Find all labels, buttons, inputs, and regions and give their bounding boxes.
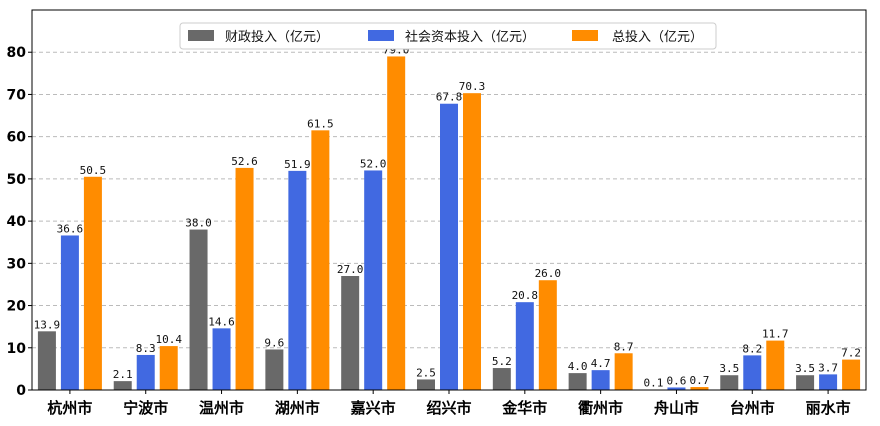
bar-value-label: 3.5 [719,362,739,375]
bar-value-label: 52.6 [231,155,258,168]
bar-total [387,56,405,390]
x-tick-label: 丽水市 [806,399,851,417]
bar-value-label: 9.6 [264,336,284,349]
y-tick-label: 50 [7,172,27,188]
bar-total [463,93,481,390]
bar-total [311,130,329,390]
y-tick-label: 60 [7,130,27,146]
bar-value-label: 2.1 [113,368,133,381]
bar-fiscal [190,230,208,390]
bar-value-label: 0.1 [644,377,664,390]
bar-fiscal [493,368,511,390]
bar-value-label: 5.2 [492,355,512,368]
bar-value-label: 3.7 [818,361,838,374]
legend-label-social: 社会资本投入（亿元） [405,29,535,45]
x-tick-label: 金华市 [501,399,547,417]
y-tick-label: 80 [7,45,27,61]
bar-social [61,235,79,390]
x-tick-label: 湖州市 [275,399,320,417]
bar-value-label: 70.3 [459,80,486,93]
bar-fiscal [720,375,738,390]
bar-fiscal [417,379,435,390]
y-tick-label: 30 [7,256,27,272]
bar-value-label: 13.9 [34,318,61,331]
bar-social [592,370,610,390]
bar-value-label: 38.0 [185,217,212,230]
bar-fiscal [114,381,132,390]
bar-value-label: 61.5 [307,117,334,130]
bar-value-label: 8.2 [742,342,762,355]
x-tick-label: 衢州市 [578,399,623,417]
legend-swatch-fiscal [188,30,214,41]
x-tick-label: 舟山市 [654,399,699,417]
y-axis-ticks: 0 10 20 30 40 50 60 70 80 [7,45,32,399]
bar-social [440,104,458,390]
legend-label-fiscal: 财政投入（亿元） [225,29,329,45]
bar-value-label: 0.7 [690,374,710,387]
bar-value-label: 0.6 [667,374,687,387]
bar-fiscal [38,331,56,390]
bar-social [819,374,837,390]
x-tick-label: 宁波市 [123,399,168,417]
bar-total [84,177,102,390]
bar-social [743,355,761,390]
bar-value-label: 14.6 [208,315,235,328]
y-tick-label: 40 [7,214,27,230]
bar-value-label: 27.0 [337,263,364,276]
legend-swatch-social [368,30,394,41]
bar-value-label: 10.4 [155,333,182,346]
bar-value-label: 52.0 [360,157,387,170]
x-axis-ticks: 杭州市 宁波市 温州市 湖州市 嘉兴市 绍兴市 金华市 衢州市 舟山市 台州市 丽水市 [47,390,850,417]
bar-value-label: 11.7 [762,328,789,341]
legend: 财政投入（亿元） 社会资本投入（亿元） 总投入（亿元） [180,23,716,49]
bar-value-label: 51.9 [284,158,311,171]
bar-social [516,302,534,390]
bar-social [288,171,306,390]
bar-total [160,346,178,390]
bar-value-label: 4.7 [591,357,611,370]
bar-total [766,341,784,390]
y-tick-label: 70 [7,87,27,103]
legend-swatch-total [572,30,598,41]
bar-fiscal [341,276,359,390]
bar-total [842,360,860,390]
y-tick-label: 10 [7,341,27,357]
x-tick-label: 嘉兴市 [350,399,396,417]
bar-value-label: 50.5 [80,164,107,177]
bar-fiscal [265,349,283,390]
y-tick-label: 20 [7,299,27,315]
bar-value-label: 36.6 [57,222,84,235]
bar-value-label: 4.0 [568,360,588,373]
bar-value-label: 26.0 [535,267,562,280]
x-tick-label: 温州市 [199,399,244,417]
bar-value-label: 8.7 [614,340,634,353]
legend-label-total: 总投入（亿元） [612,29,703,45]
bar-value-label: 7.2 [841,347,861,360]
x-tick-label: 绍兴市 [426,399,471,417]
y-tick-label: 0 [16,383,26,399]
bar-fiscal [796,375,814,390]
x-tick-label: 杭州市 [47,399,92,417]
x-tick-label: 台州市 [730,399,775,417]
bar-total [615,353,633,390]
bar-total [236,168,254,390]
bar-social [213,328,231,390]
bar-social [137,355,155,390]
bar-total [539,280,557,390]
bar-value-label: 2.5 [416,366,436,379]
bar-social [364,170,382,390]
bar-value-label: 3.5 [795,362,815,375]
bar-value-label: 20.8 [512,289,539,302]
bar-value-label: 8.3 [136,342,156,355]
bar-fiscal [569,373,587,390]
